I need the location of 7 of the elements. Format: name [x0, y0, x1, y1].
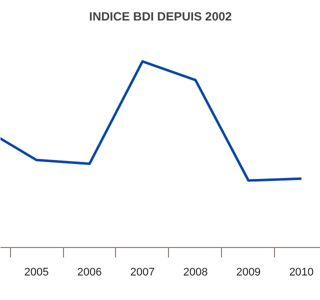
x-tick-label: 2010 — [289, 266, 314, 278]
x-tick-label: 2008 — [183, 266, 208, 278]
x-tick-label: 2007 — [130, 266, 155, 278]
x-tick-label: 2005 — [24, 266, 49, 278]
x-tick-label: 2006 — [77, 266, 102, 278]
chart-title: INDICE BDI DEPUIS 2002 — [89, 10, 232, 24]
x-tick-label: 2009 — [236, 266, 261, 278]
